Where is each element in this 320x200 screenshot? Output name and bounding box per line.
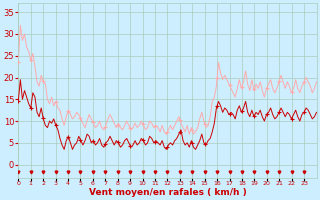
X-axis label: Vent moyen/en rafales ( km/h ): Vent moyen/en rafales ( km/h ) — [89, 188, 246, 197]
